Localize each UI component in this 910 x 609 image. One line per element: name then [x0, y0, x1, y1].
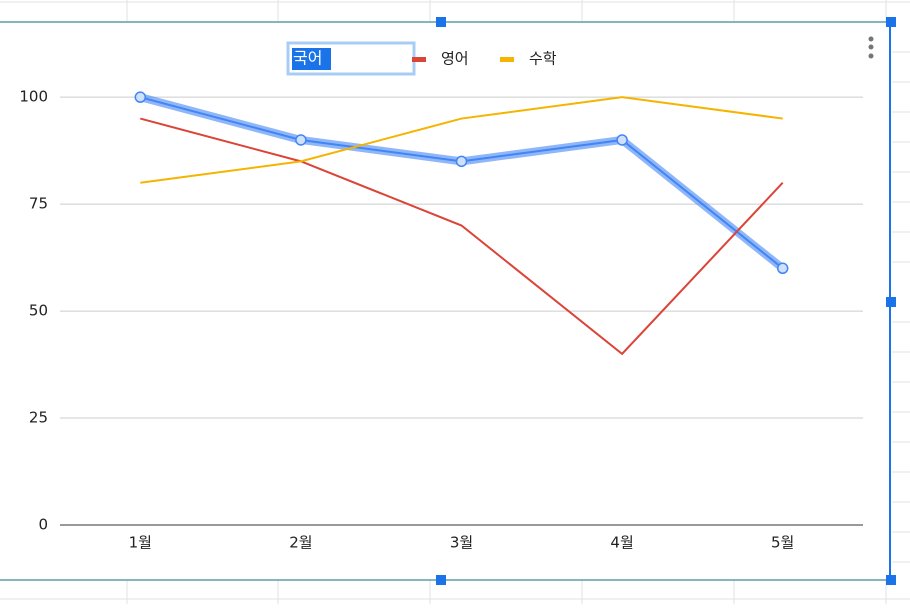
y-tick-label: 0 [38, 516, 48, 534]
point [616, 134, 628, 146]
point [134, 91, 147, 103]
more-menu[interactable] [868, 36, 874, 59]
legend-label: 수학 [529, 50, 557, 68]
x-tick-label: 1월 [129, 534, 152, 552]
y-tick-label: 50 [29, 302, 48, 320]
legend-swatch [412, 57, 426, 62]
y-tick-label: 100 [19, 88, 48, 106]
series-line [140, 117, 784, 356]
x-tick-label: 3월 [450, 534, 473, 552]
handle[interactable] [436, 17, 446, 27]
point [455, 155, 468, 168]
legend-swatch [500, 57, 514, 62]
series-line [140, 96, 783, 184]
x-tick-label: 5월 [771, 534, 794, 552]
point [776, 262, 789, 275]
y-tick-label: 75 [29, 195, 48, 213]
text-selection [292, 48, 331, 70]
x-tick-label: 2월 [289, 534, 312, 552]
plot: 0 25 50 75 100 1월 2월 3월 4월 5월 국어 영어 수학 [19, 41, 863, 552]
handle[interactable] [886, 297, 896, 307]
legend-label: 국어 [293, 49, 322, 68]
handle[interactable] [436, 575, 446, 585]
x-tick-label: 4월 [610, 534, 633, 552]
handle[interactable] [886, 17, 896, 27]
chart-bg[interactable] [0, 22, 890, 580]
point [295, 134, 307, 146]
resize-handles[interactable] [436, 17, 896, 585]
y-tick-label: 25 [29, 409, 48, 427]
handle[interactable] [886, 575, 896, 585]
legend-label: 영어 [441, 50, 469, 68]
